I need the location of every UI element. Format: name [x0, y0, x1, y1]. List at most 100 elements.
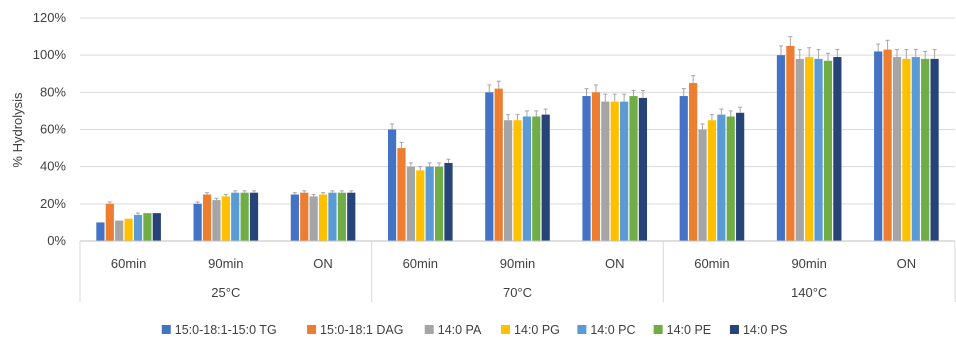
y-axis-title: % Hydrolysis	[10, 92, 25, 168]
legend-swatch	[161, 325, 171, 334]
legend-swatch	[729, 325, 739, 334]
bar	[290, 194, 299, 241]
x-axis: 60min 90min ON 25°C 60min 90min ON 70°C 60min 90m…	[79, 240, 956, 302]
y-tick-label: 100%	[33, 47, 67, 62]
bar	[347, 192, 356, 241]
bar	[416, 170, 425, 241]
bar	[883, 49, 892, 241]
bar	[425, 166, 434, 241]
bar	[193, 203, 202, 241]
x-tick-label: 90min	[500, 256, 535, 271]
bar	[513, 120, 522, 241]
bar	[133, 214, 143, 241]
x-tick-label: ON	[605, 256, 625, 271]
bar	[707, 120, 717, 241]
bar	[795, 58, 804, 242]
bar	[833, 57, 842, 242]
bar	[726, 116, 735, 241]
legend-label: 14:0 PS	[743, 323, 787, 337]
y-tick-label: 80%	[40, 84, 66, 99]
bar	[231, 192, 240, 241]
bar	[221, 196, 230, 241]
bar	[921, 58, 930, 242]
bar	[337, 192, 346, 241]
bar	[814, 58, 823, 242]
x-tick-label: 90min	[791, 256, 826, 271]
bar	[328, 192, 337, 241]
bar	[776, 55, 786, 241]
y-tick-labels: 0% 20% 40% 60% 80% 100% 120%	[33, 10, 67, 248]
bar	[786, 45, 795, 241]
x-tick-label: ON	[897, 256, 917, 271]
bar	[318, 194, 328, 241]
legend-label: 14:0 PA	[438, 323, 482, 337]
bar	[582, 96, 591, 241]
x-tick-label: 60min	[694, 256, 729, 271]
bar	[444, 162, 453, 241]
x-tick-label: 90min	[208, 256, 243, 271]
bar	[485, 92, 494, 241]
y-tick-label: 120%	[33, 10, 67, 25]
bar	[96, 222, 105, 241]
bar	[874, 51, 883, 242]
bar	[698, 129, 707, 241]
bar	[892, 57, 902, 242]
bar	[902, 58, 911, 242]
bar	[638, 97, 648, 242]
bar	[629, 96, 638, 241]
x-group-label: 70°C	[503, 285, 532, 300]
y-tick-label: 60%	[40, 122, 66, 137]
legend-label: 15:0-18:1 DAG	[320, 323, 403, 337]
bar	[212, 200, 221, 241]
legend-swatch	[653, 325, 663, 334]
y-tick-label: 40%	[40, 159, 66, 174]
legend-swatch	[307, 325, 317, 334]
bar	[434, 166, 444, 241]
legend-label: 14:0 PG	[514, 323, 560, 337]
y-tick-label: 0%	[47, 233, 66, 248]
bar	[717, 114, 726, 241]
bar	[689, 83, 698, 242]
bar	[805, 57, 814, 242]
legend-label: 14:0 PE	[667, 323, 711, 337]
bar	[504, 120, 513, 241]
bar	[494, 88, 503, 241]
bar	[240, 192, 249, 241]
bar	[202, 194, 212, 241]
bar	[591, 92, 601, 241]
bar	[300, 192, 309, 241]
x-tick-label: 60min	[403, 256, 438, 271]
bar	[152, 213, 161, 241]
bar	[930, 58, 939, 242]
bar	[397, 148, 406, 241]
bar	[406, 166, 415, 241]
bar	[143, 213, 152, 241]
bar	[249, 192, 259, 241]
legend-swatch	[501, 325, 511, 334]
bar	[124, 218, 133, 241]
error-bars	[107, 36, 937, 215]
legend-label: 14:0 PC	[590, 323, 635, 337]
bar	[601, 101, 610, 241]
bar	[911, 57, 920, 242]
bar	[115, 220, 124, 241]
x-tick-label: ON	[313, 256, 333, 271]
x-group-label: 140°C	[791, 285, 827, 300]
bar	[532, 116, 541, 241]
bar	[679, 96, 688, 241]
bar	[522, 116, 531, 241]
legend-swatch	[577, 325, 587, 334]
legend-label: 15:0-18:1-15:0 TG	[175, 323, 277, 337]
bar	[309, 196, 318, 241]
bar	[387, 129, 397, 241]
legend-swatch	[424, 325, 434, 334]
x-group-label: 25°C	[211, 285, 240, 300]
x-tick-label: 60min	[111, 256, 146, 271]
bar	[610, 101, 619, 241]
bar	[736, 112, 745, 242]
bars	[96, 45, 939, 242]
bar	[823, 60, 833, 241]
bar	[105, 203, 114, 241]
bar	[541, 114, 550, 241]
